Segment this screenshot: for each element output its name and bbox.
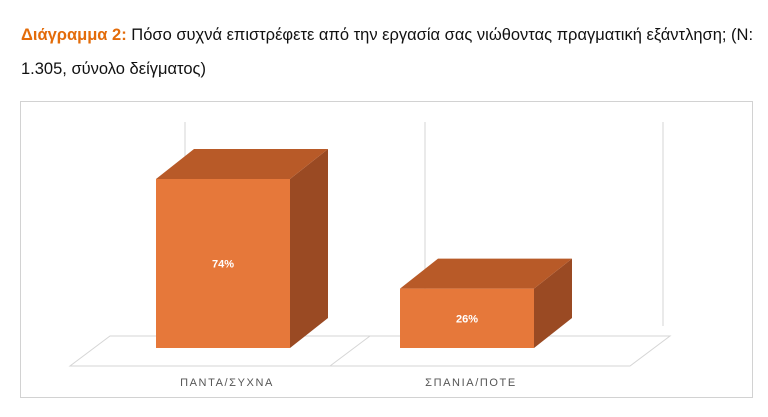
bar-side-0 <box>290 149 328 348</box>
bar-0 <box>156 179 290 348</box>
category-label-1: ΣΠΑΝΙΑ/ΠΟΤΕ <box>425 377 517 389</box>
figure-caption: Διάγραμμα 2: Πόσο συχνά επιστρέφετε από … <box>21 18 756 86</box>
figure-label: Διάγραμμα 2: <box>21 26 127 44</box>
category-label-0: ΠΑΝΤΑ/ΣΥΧΝΑ <box>180 377 274 389</box>
chart-frame <box>20 101 753 398</box>
bar-top-1 <box>400 258 572 289</box>
bar-top-0 <box>156 149 328 179</box>
data-label-0: 74% <box>212 259 234 271</box>
floor-divider-0 <box>329 335 371 367</box>
chart-floor <box>68 335 672 367</box>
bar-side-1 <box>534 258 572 348</box>
data-label-1: 26% <box>456 313 478 325</box>
bar-1 <box>400 288 534 348</box>
figure-title: Πόσο συχνά επιστρέφετε από την εργασία σ… <box>21 26 754 78</box>
